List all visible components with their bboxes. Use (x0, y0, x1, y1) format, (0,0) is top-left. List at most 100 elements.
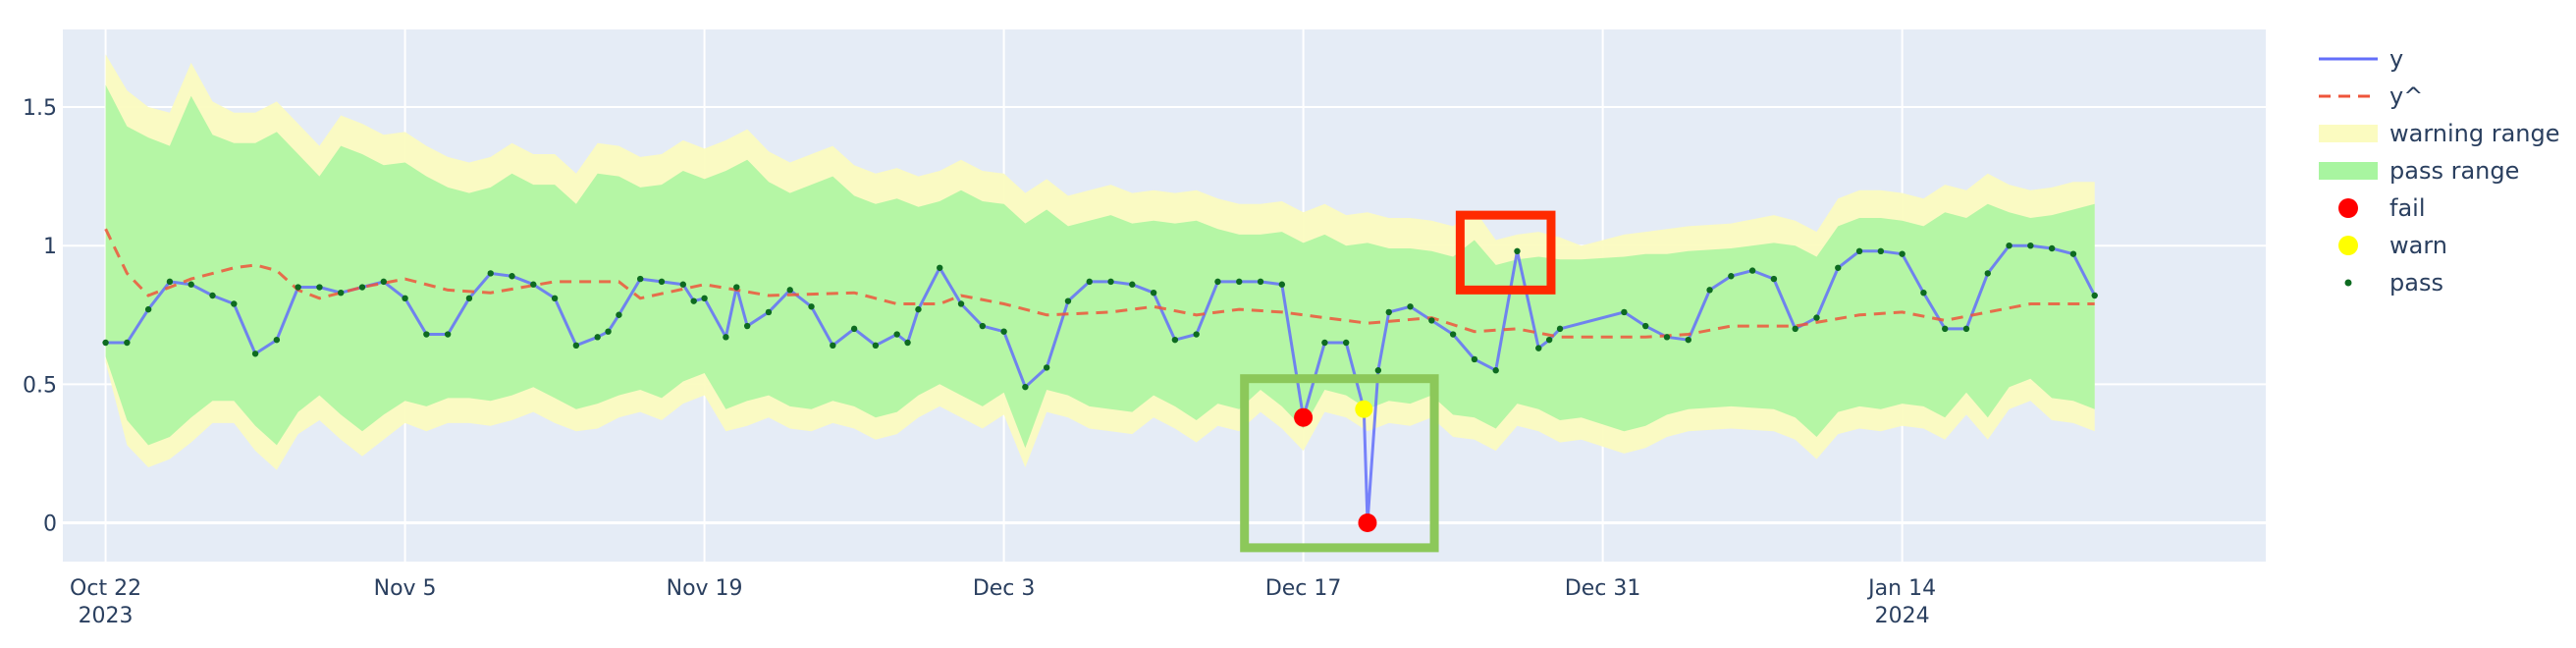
pass-point (1278, 281, 1286, 288)
pass-point (1086, 278, 1093, 286)
pass-point (637, 275, 644, 283)
pass-point (144, 305, 152, 313)
pass-point (102, 339, 109, 347)
pass-point (316, 284, 323, 291)
legend-label: warn (2389, 232, 2447, 259)
pass-point (979, 322, 987, 330)
pass-point (251, 351, 259, 357)
pass-point (1064, 297, 1072, 304)
pass-point (1342, 339, 1350, 347)
range-bands (105, 54, 2095, 470)
legend-item[interactable]: y^ (2319, 82, 2423, 110)
red-anomaly-box (1455, 210, 1556, 295)
pass-point (893, 331, 900, 338)
series-markers (102, 242, 2098, 532)
legend-item[interactable]: pass (2344, 269, 2443, 297)
pass-point (743, 322, 751, 330)
pass-range-band (105, 84, 2095, 449)
legend-swatch-band (2319, 162, 2378, 180)
x-tick-label: Jan 14 (1866, 576, 1936, 601)
pass-point (1962, 325, 1970, 333)
pass-point (594, 334, 601, 341)
fail-point (1358, 513, 1377, 532)
pass-point (1000, 328, 1007, 335)
pass-point (904, 339, 911, 347)
y-tick-label: 0 (43, 512, 57, 536)
pass-point (915, 305, 922, 313)
pass-point (1942, 325, 1949, 333)
y-axis-ticks: 0 0.5 1 1.5 (23, 96, 57, 536)
pass-point (572, 342, 580, 350)
legend-swatch-marker (2338, 236, 2358, 255)
green-anomaly-box (1240, 374, 1439, 553)
pass-point (1835, 264, 1842, 271)
x-tick-label: Dec 31 (1565, 576, 1641, 601)
pass-point (444, 331, 452, 338)
y-tick-label: 0.5 (23, 373, 57, 398)
y-tick-label: 1.5 (23, 96, 57, 121)
pass-point (937, 264, 943, 271)
pass-point (273, 336, 281, 344)
legend-label: fail (2389, 194, 2426, 222)
x-tick-label: Nov 5 (374, 576, 437, 601)
pass-point (786, 287, 793, 294)
legend-item[interactable]: pass range (2319, 157, 2519, 185)
pass-point (1129, 281, 1136, 288)
pass-point (509, 273, 515, 280)
pass-point (465, 295, 473, 302)
pass-point (231, 300, 238, 307)
anomaly-boxes (1240, 210, 1556, 553)
pass-point (358, 284, 366, 291)
legend-item[interactable]: warn (2338, 232, 2447, 259)
pass-point (1920, 289, 1927, 297)
pass-point (2069, 250, 2077, 257)
pass-point (850, 325, 858, 333)
legend-item[interactable]: warning range (2319, 120, 2560, 147)
pass-point (957, 300, 965, 307)
pass-point (1428, 317, 1435, 324)
pass-point (690, 297, 697, 304)
pass-point (830, 342, 836, 350)
pass-point (1899, 250, 1905, 257)
legend-item[interactable]: y (2319, 45, 2403, 73)
pass-point (2091, 292, 2098, 299)
pass-point (1193, 331, 1200, 338)
pass-point (1214, 278, 1221, 286)
pass-point (1685, 336, 1691, 344)
pass-point (530, 281, 537, 288)
pass-point (338, 289, 345, 297)
legend-label: y (2389, 45, 2403, 73)
pass-point (658, 278, 666, 286)
pass-point (1236, 278, 1243, 286)
pass-point (765, 308, 773, 316)
pass-point (1728, 273, 1735, 280)
fail-point (1294, 407, 1314, 427)
pass-point (166, 278, 174, 286)
y-tick-label: 1 (43, 235, 57, 259)
x-tick-year-label: 2024 (1875, 604, 1930, 628)
legend-label: warning range (2389, 120, 2560, 147)
legend[interactable]: y y^ warning range pass range fail warn pass (2319, 45, 2560, 297)
pass-point (1150, 289, 1157, 297)
pass-point (1374, 367, 1382, 374)
pass-point (2048, 244, 2056, 252)
legend-label: pass range (2389, 157, 2519, 185)
pass-point (679, 281, 687, 288)
pass-point (1449, 331, 1457, 338)
pass-point (723, 334, 729, 341)
pass-point (1877, 247, 1885, 255)
pass-point (402, 295, 408, 302)
pass-point (616, 311, 622, 318)
legend-item[interactable]: fail (2338, 194, 2426, 222)
y-hat-series-line (104, 228, 2095, 339)
pass-point (2006, 242, 2012, 249)
pass-point (1022, 383, 1029, 391)
pass-point (380, 278, 387, 286)
pass-point (1043, 364, 1050, 371)
x-tick-label: Oct 22 (70, 576, 141, 601)
pass-point (808, 303, 815, 310)
pass-point (551, 295, 559, 302)
legend-label: pass (2389, 269, 2443, 297)
pass-point (423, 331, 430, 338)
